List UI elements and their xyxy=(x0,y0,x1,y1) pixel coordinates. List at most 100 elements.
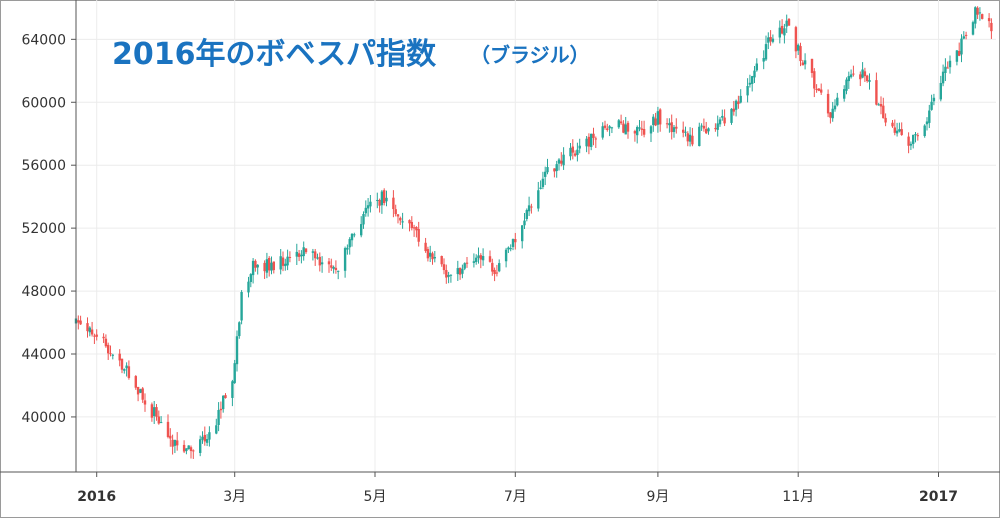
candle-body xyxy=(449,274,453,276)
candle-body xyxy=(504,249,508,262)
candle-body xyxy=(606,128,609,130)
candle-body xyxy=(587,136,591,147)
candle-body xyxy=(649,126,653,134)
candle-body xyxy=(608,126,611,129)
candle-body xyxy=(169,435,172,439)
candle-body xyxy=(638,127,641,129)
candle-body xyxy=(288,256,292,258)
candle-body xyxy=(143,400,147,405)
candle-body xyxy=(592,133,595,138)
candle-body xyxy=(990,22,993,32)
candle-body xyxy=(461,268,464,274)
candle-body xyxy=(555,164,558,172)
candle-body xyxy=(622,123,625,133)
candle-body xyxy=(654,118,657,126)
candle-body xyxy=(928,110,931,123)
candle-body xyxy=(702,125,706,129)
candle-body xyxy=(930,101,933,110)
candle-body xyxy=(530,206,533,208)
candle-body xyxy=(944,66,947,73)
candle-body xyxy=(817,88,821,91)
grid-lines xyxy=(76,0,996,472)
candle-body xyxy=(281,257,285,266)
candle-body xyxy=(682,129,685,133)
candle-body xyxy=(412,227,416,229)
candle-body xyxy=(491,262,494,272)
x-tick-label: 11月 xyxy=(782,489,814,505)
candle-body xyxy=(764,44,768,60)
candle-body xyxy=(337,270,340,272)
candle-body xyxy=(859,74,862,80)
candle-body xyxy=(778,27,781,38)
x-tick-label: 9月 xyxy=(646,489,669,505)
candle-body xyxy=(698,126,701,147)
candle-body xyxy=(417,229,420,242)
candle-body xyxy=(721,115,724,118)
candle-body xyxy=(799,46,802,62)
candle-body xyxy=(176,440,179,446)
candle-body xyxy=(192,450,195,452)
candle-body xyxy=(553,168,556,172)
candle-body xyxy=(783,28,786,36)
candle-body xyxy=(723,117,726,124)
candle-body xyxy=(350,233,354,241)
candle-body xyxy=(346,247,349,250)
candle-body xyxy=(868,80,871,82)
candle-body xyxy=(525,209,528,220)
candle-body xyxy=(916,135,919,137)
candle-body xyxy=(507,247,510,250)
candle-body xyxy=(732,108,735,112)
candle-body xyxy=(509,248,512,250)
candle-body xyxy=(297,253,301,257)
y-tick-label: 44000 xyxy=(21,347,66,363)
candle-body xyxy=(730,108,733,123)
candle-body xyxy=(794,27,798,52)
candle-body xyxy=(314,251,317,259)
candle-body xyxy=(182,444,186,452)
candle-body xyxy=(394,209,397,215)
candle-body xyxy=(562,154,565,166)
candle-body xyxy=(746,85,749,96)
candle-body xyxy=(445,270,448,278)
candle-body xyxy=(392,197,395,210)
candle-body xyxy=(139,389,142,393)
candle-body xyxy=(734,100,738,110)
candle-body xyxy=(539,187,542,190)
candle-body xyxy=(263,262,266,272)
candle-body xyxy=(831,108,834,119)
candle-body xyxy=(159,422,163,424)
candle-body xyxy=(495,272,499,274)
candle-body xyxy=(771,38,775,42)
candle-body xyxy=(960,38,963,55)
candle-body xyxy=(801,62,804,66)
candle-body xyxy=(541,178,545,187)
candle-body xyxy=(815,88,818,91)
candle-body xyxy=(222,395,225,410)
candle-body xyxy=(189,447,193,452)
candle-body xyxy=(284,263,287,267)
candle-body xyxy=(265,259,269,273)
candle-body xyxy=(826,93,830,114)
candle-body xyxy=(254,260,257,268)
candle-body xyxy=(155,407,158,417)
candle-body xyxy=(780,25,784,34)
candle-body xyxy=(185,448,188,452)
candle-body xyxy=(364,207,367,214)
candle-body xyxy=(465,262,469,264)
candle-body xyxy=(978,12,982,14)
candle-body xyxy=(852,73,855,75)
candle-body xyxy=(136,386,140,395)
candle-body xyxy=(302,247,305,257)
candle-body xyxy=(127,366,131,378)
candle-body xyxy=(231,381,234,398)
candle-body xyxy=(684,131,687,133)
candle-body xyxy=(93,335,96,337)
candle-body xyxy=(610,127,614,129)
candle-body xyxy=(594,138,597,140)
candle-body xyxy=(279,256,282,270)
candle-body xyxy=(810,58,814,73)
candle-body xyxy=(332,266,335,269)
candle-body xyxy=(166,421,170,438)
candle-body xyxy=(270,262,273,271)
